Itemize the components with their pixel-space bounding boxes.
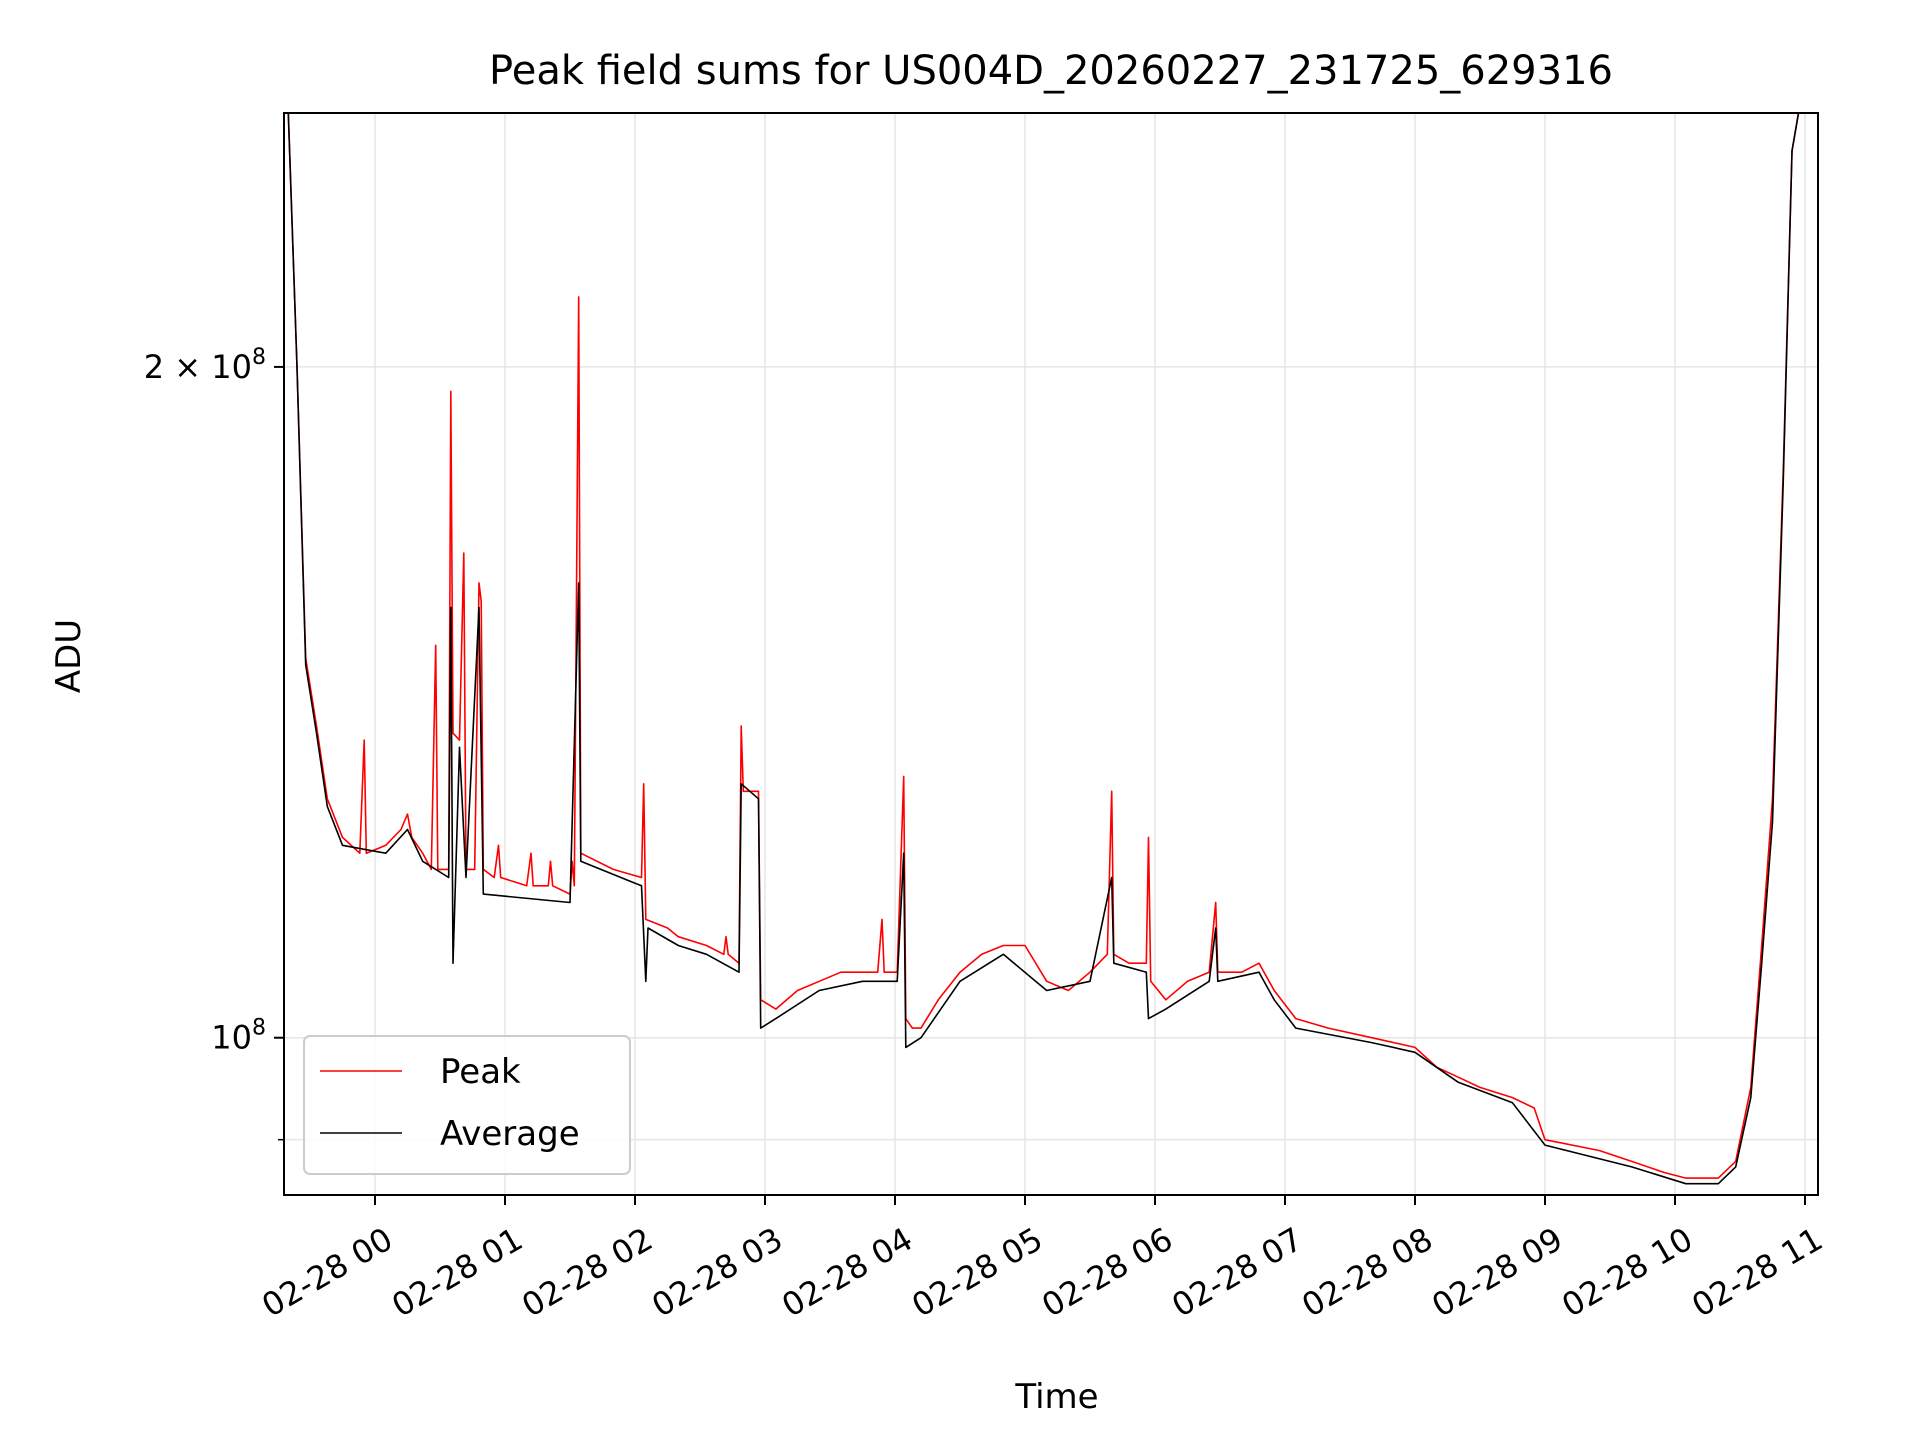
plot-lines (287, 113, 1800, 1185)
plot-frame (283, 112, 1819, 1196)
y-tick-label-base: 10 (211, 348, 252, 386)
legend-label-peak: Peak (440, 1052, 521, 1092)
legend: Peak Average (303, 1035, 631, 1175)
chart-title: Peak field sums for US004D_20260227_2317… (489, 48, 1613, 94)
y-tick-label-exponent: 8 (252, 345, 266, 370)
y-tick-label: 2 × 108 (144, 345, 266, 386)
y-tick-label-mantissa: 2 × (144, 348, 212, 386)
y-tick-label-exponent: 8 (252, 1016, 266, 1041)
y-axis-label: ADU (49, 619, 89, 693)
legend-label-average: Average (440, 1114, 580, 1154)
series-line-average (287, 113, 1800, 1185)
series-line-peak (287, 113, 1800, 1179)
x-axis-label: Time (1014, 1377, 1098, 1417)
y-tick-label: 108 (211, 1016, 266, 1057)
grid (284, 113, 1818, 1195)
y-tick-label-base: 10 (211, 1019, 252, 1057)
